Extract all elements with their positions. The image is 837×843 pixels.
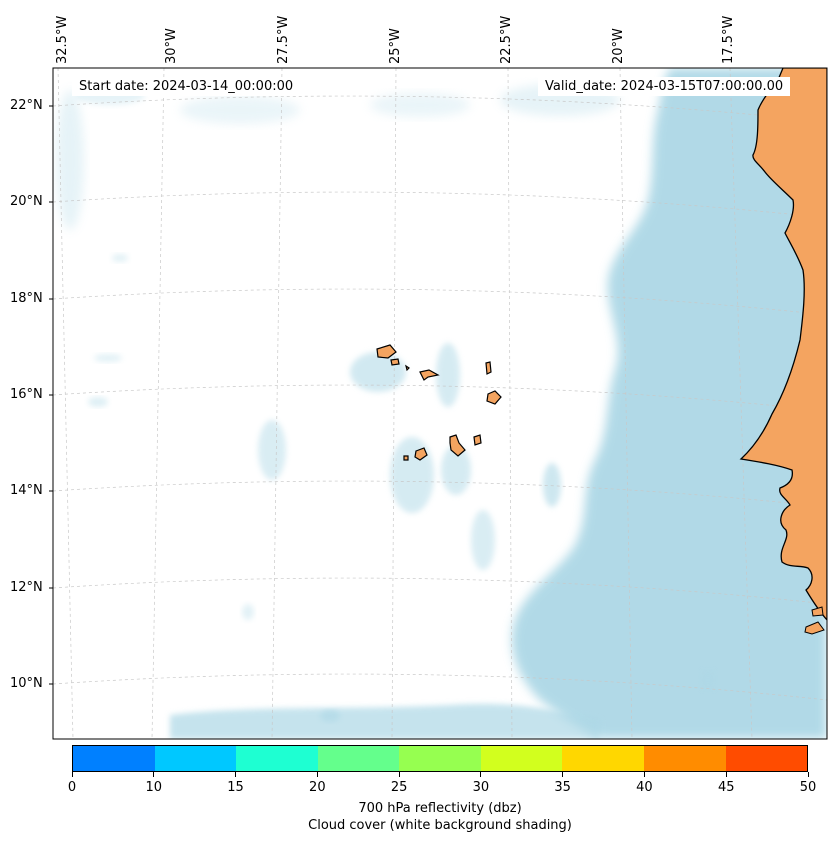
colorbar-tick-label: 0	[67, 780, 77, 795]
island-fogo	[414, 447, 428, 461]
start-date-label: Start date: 2024-03-14_00:00:00	[72, 77, 301, 96]
lon-label-17-5w: 17.5°W	[721, 15, 736, 64]
colorbar-title: 700 hPa reflectivity (dbz)	[358, 801, 522, 816]
colorbar-segment	[562, 746, 644, 771]
island-coastal	[811, 606, 824, 617]
cloud-patch	[471, 510, 495, 570]
meridian-line	[619, 68, 633, 739]
lat-label-14n: 14°N	[10, 483, 43, 498]
colorbar-tick	[235, 772, 237, 777]
lon-label-32-5w: 32.5°W	[55, 15, 70, 64]
cloud-patch	[88, 397, 108, 407]
lat-label-18n: 18°N	[10, 291, 43, 306]
colorbar-segment	[236, 746, 318, 771]
colorbar-tick	[807, 772, 809, 777]
meridian-line	[57, 68, 74, 739]
parallel-line	[53, 384, 827, 412]
island-sal	[485, 361, 492, 375]
colorbar-segment	[317, 746, 400, 771]
cloud-patch	[701, 670, 715, 690]
island-coastal	[804, 621, 825, 635]
lon-label-30w: 30°W	[164, 28, 179, 64]
reflectivity-colorbar	[72, 745, 808, 772]
cabo-verde-islands	[376, 344, 502, 461]
colorbar-tick-label: 30	[472, 780, 490, 795]
lat-label-22n: 22°N	[10, 98, 43, 113]
island-brava	[403, 455, 409, 461]
meridian-line	[151, 68, 165, 739]
parallel-line	[53, 480, 827, 508]
lon-label-25w: 25°W	[388, 28, 403, 64]
colorbar-tick	[643, 772, 645, 777]
colorbar-tick	[398, 772, 400, 777]
cloud-patch	[258, 420, 286, 480]
southern-cloud-band	[170, 703, 600, 739]
cloud-patch	[112, 254, 128, 262]
island-santiago	[449, 434, 466, 457]
graticule	[53, 68, 827, 739]
lon-label-22-5w: 22.5°W	[499, 15, 514, 64]
parallel-line	[53, 288, 827, 316]
colorbar-tick-label: 35	[554, 780, 571, 795]
colorbar-tick	[153, 772, 155, 777]
colorbar-subtitle: Cloud cover (white background shading)	[308, 818, 572, 833]
parallel-line	[53, 577, 827, 605]
colorbar-segment	[73, 746, 155, 771]
cloud-patch	[94, 354, 122, 362]
lat-ticks	[49, 105, 53, 685]
colorbar-tick	[316, 772, 318, 777]
island-maio	[473, 434, 482, 446]
cloud-patch	[370, 93, 470, 117]
parallel-line	[53, 191, 827, 219]
island-boa-vista	[486, 390, 502, 405]
island-sao-nicolau	[419, 369, 440, 381]
valid-date-label: Valid_date: 2024-03-15T07:00:00.00	[538, 77, 791, 96]
cloud-patch	[390, 437, 434, 513]
cloud-patch	[543, 463, 561, 507]
cloud-patch	[56, 90, 84, 230]
meridian-line	[507, 68, 513, 739]
colorbar-tick	[71, 772, 73, 777]
colorbar-segment	[154, 746, 237, 771]
cloud-patch	[242, 604, 254, 620]
colorbar-tick-label: 50	[799, 780, 817, 795]
colorbar-segment	[643, 746, 726, 771]
colorbar-tick-label: 20	[309, 780, 326, 795]
parallel-line	[53, 673, 827, 701]
colorbar-segment	[399, 746, 481, 771]
lat-label-16n: 16°N	[10, 387, 43, 402]
cloud-patch	[350, 352, 406, 392]
colorbar-tick	[562, 772, 564, 777]
lat-label-10n: 10°N	[10, 676, 43, 691]
colorbar-segment	[725, 746, 808, 771]
colorbar-tick-label: 15	[227, 780, 244, 795]
africa-mainland	[739, 68, 827, 621]
colorbar-tick	[725, 772, 727, 777]
coastal-cloud-band	[511, 68, 827, 739]
island-sao-vicente	[390, 358, 400, 366]
meridian-line	[391, 68, 397, 739]
lon-label-27-5w: 27.5°W	[276, 15, 291, 64]
cloud-patch	[436, 343, 460, 407]
colorbar-tick-label: 40	[636, 780, 653, 795]
cloud-patch	[180, 96, 300, 124]
parallel-line	[53, 95, 827, 123]
cloud-patch	[320, 710, 340, 722]
map-border	[52, 67, 828, 740]
island-santo-antao	[376, 344, 397, 359]
meridian-line	[271, 68, 283, 739]
meridian-line	[729, 68, 753, 739]
colorbar-tick	[480, 772, 482, 777]
colorbar-segment	[480, 746, 563, 771]
lat-label-20n: 20°N	[10, 194, 43, 209]
lat-label-12n: 12°N	[10, 580, 43, 595]
island-santa-luzia	[405, 364, 410, 372]
colorbar-tick-label: 10	[145, 780, 163, 795]
colorbar-tick-label: 25	[390, 780, 408, 795]
colorbar-tick-label: 45	[717, 780, 735, 795]
lon-label-20w: 20°W	[611, 28, 626, 64]
